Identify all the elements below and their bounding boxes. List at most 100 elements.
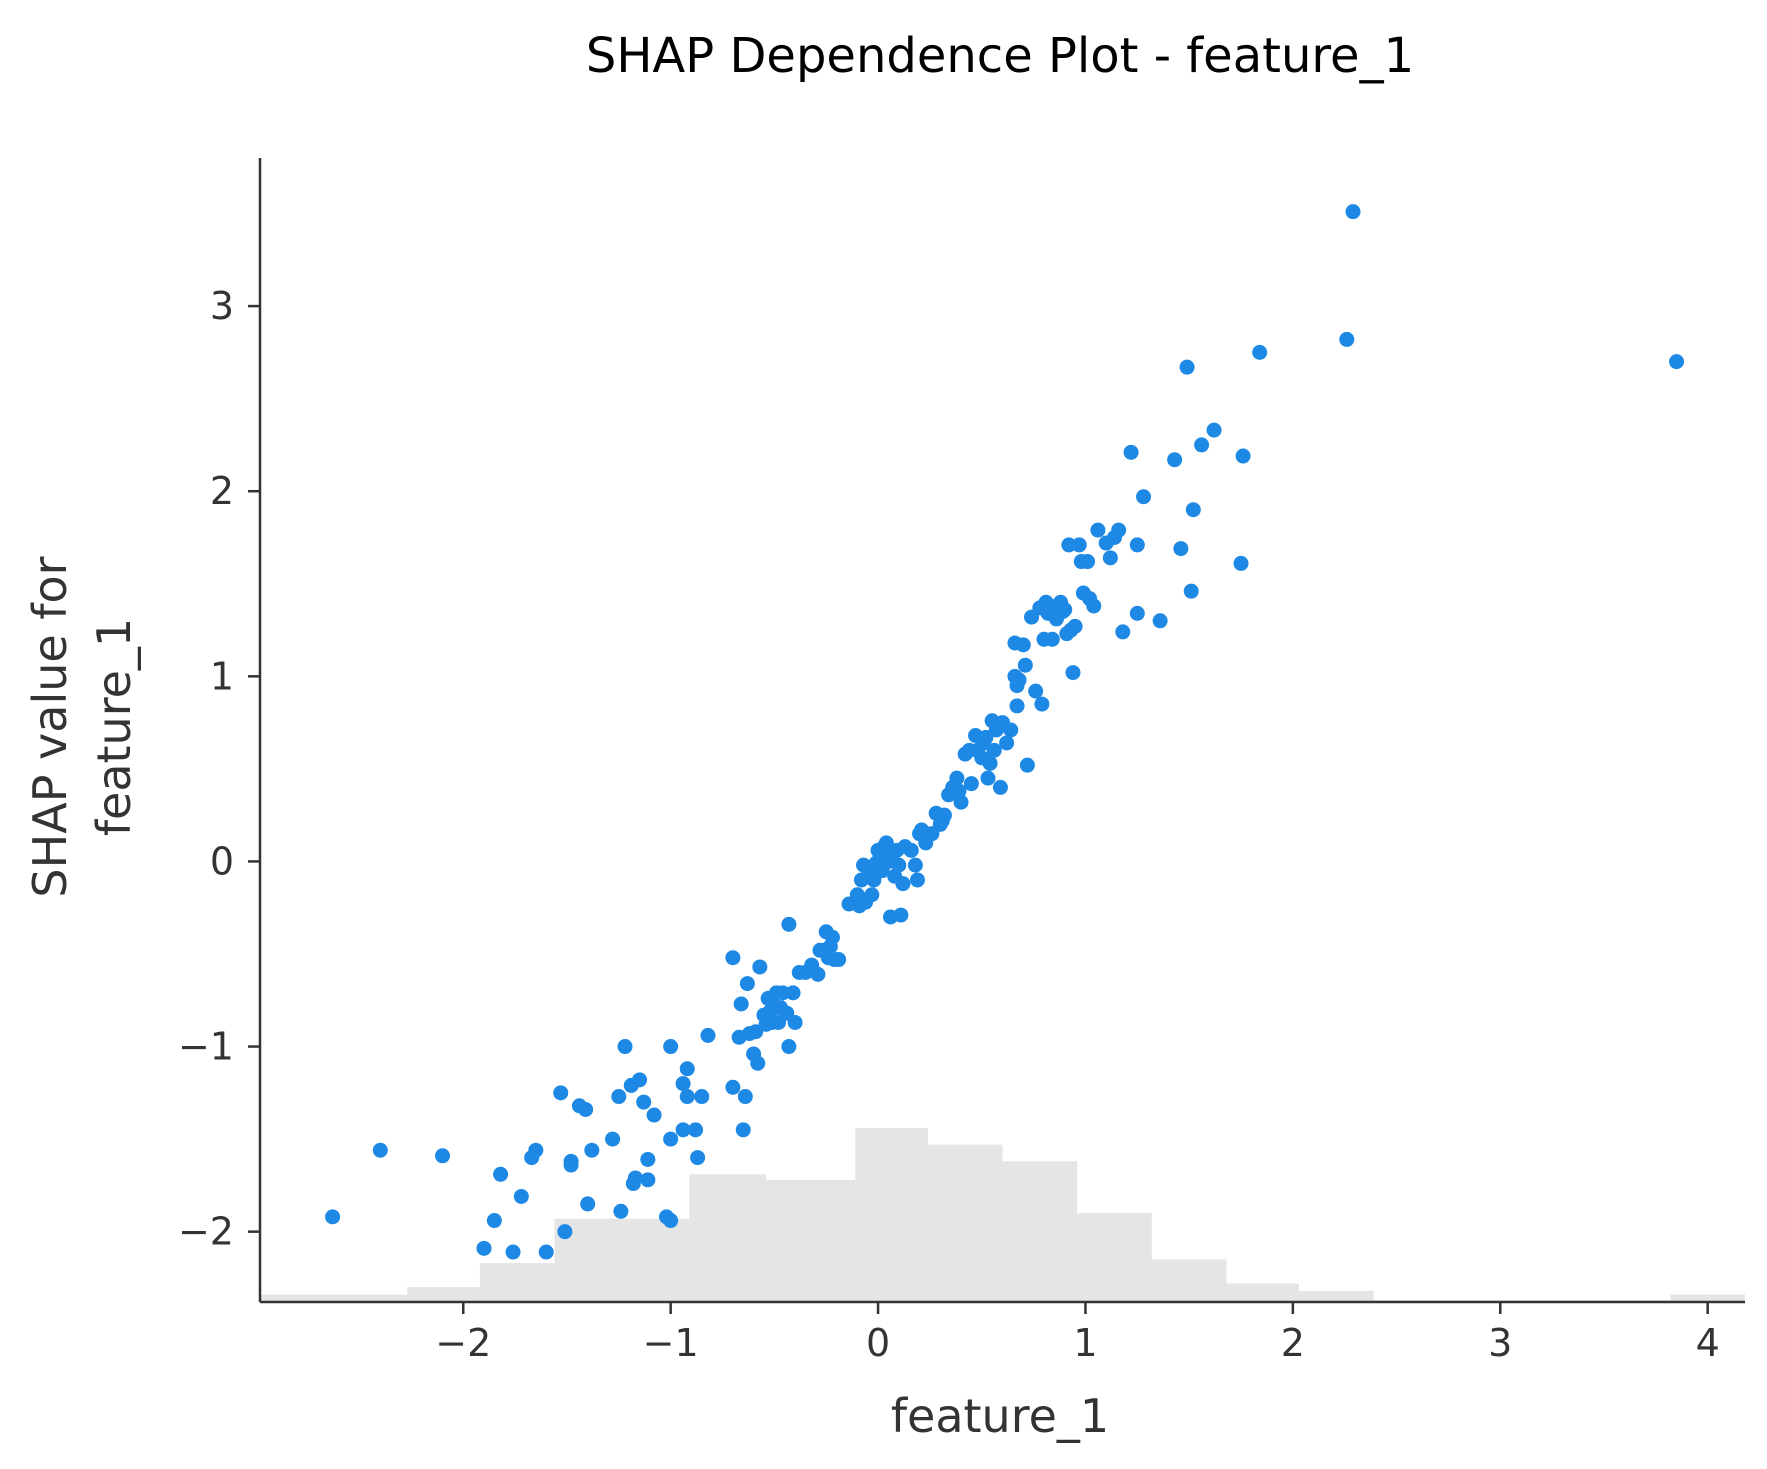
data-point-25 [627, 1170, 643, 1186]
data-point-49 [739, 976, 755, 992]
data-point-189 [1194, 437, 1210, 453]
data-point-122 [951, 783, 967, 799]
data-point-3 [476, 1240, 492, 1256]
data-point-16 [578, 1101, 594, 1117]
data-point-9 [528, 1142, 544, 1158]
data-point-2 [435, 1148, 451, 1164]
data-point-5 [493, 1166, 509, 1182]
data-point-133 [982, 755, 998, 771]
data-point-37 [679, 1061, 695, 1077]
histogram-bar-7 [927, 1144, 1003, 1302]
data-point-104 [893, 907, 909, 923]
data-point-32 [663, 1039, 679, 1055]
data-point-14 [563, 1157, 579, 1173]
histogram-bar-10 [1151, 1259, 1227, 1302]
data-point-192 [1235, 448, 1251, 464]
data-point-165 [1065, 665, 1081, 681]
data-point-157 [1044, 631, 1060, 647]
data-point-6 [505, 1244, 521, 1260]
histogram-bar-12 [1299, 1290, 1374, 1302]
data-point-144 [1009, 698, 1025, 714]
histogram-bar-3 [554, 1218, 690, 1302]
data-point-52 [748, 1024, 764, 1040]
y-axis-ticks: −2 −1 0 1 2 3 [178, 284, 260, 1254]
data-point-33 [663, 1131, 679, 1147]
data-point-126 [963, 776, 979, 792]
data-point-179 [1123, 444, 1139, 460]
data-point-139 [999, 735, 1015, 751]
histogram [260, 1127, 1745, 1302]
data-point-4 [486, 1213, 502, 1229]
data-point-47 [735, 1122, 751, 1138]
x-tick-label-2: 0 [866, 1321, 890, 1365]
histogram-bar-4 [689, 1174, 767, 1302]
data-point-123 [953, 794, 969, 810]
data-point-1 [372, 1142, 388, 1158]
data-point-109 [909, 872, 925, 888]
y-tick-label-4: 2 [210, 469, 234, 513]
data-point-42 [700, 1027, 716, 1043]
data-point-186 [1179, 359, 1195, 375]
histogram-bar-8 [1002, 1161, 1078, 1302]
data-point-73 [810, 966, 826, 982]
data-point-43 [725, 950, 741, 966]
data-point-40 [690, 1150, 706, 1166]
y-tick-label-3: 1 [210, 654, 234, 698]
data-point-180 [1129, 605, 1145, 621]
data-point-11 [553, 1085, 569, 1101]
data-point-30 [646, 1107, 662, 1123]
data-point-195 [1345, 204, 1361, 220]
data-point-44 [725, 1079, 741, 1095]
data-point-178 [1115, 624, 1131, 640]
x-tick-label-3: 1 [1073, 1321, 1097, 1365]
data-point-97 [878, 835, 894, 851]
data-point-79 [824, 929, 840, 945]
data-point-38 [679, 1089, 695, 1105]
histogram-bar-6 [855, 1127, 928, 1302]
data-point-188 [1185, 502, 1201, 518]
data-point-140 [1003, 722, 1019, 738]
data-point-161 [1057, 602, 1073, 618]
data-point-152 [1034, 696, 1050, 712]
chart-title: SHAP Dependence Plot - feature_1 [586, 28, 1414, 84]
data-point-184 [1167, 452, 1183, 468]
data-point-147 [1017, 657, 1033, 673]
data-point-67 [781, 1039, 797, 1055]
x-tick-label-0: −2 [435, 1321, 491, 1365]
data-point-193 [1252, 344, 1268, 360]
data-point-66 [781, 916, 797, 932]
data-point-175 [1102, 550, 1118, 566]
y-tick-label-5: 3 [210, 284, 234, 328]
data-point-177 [1111, 522, 1127, 538]
data-point-105 [895, 876, 911, 892]
data-point-191 [1233, 555, 1249, 571]
data-point-81 [831, 952, 847, 968]
data-point-196 [1669, 354, 1685, 370]
data-point-172 [1086, 598, 1102, 614]
data-point-26 [632, 1072, 648, 1088]
x-tick-label-4: 2 [1281, 1321, 1305, 1365]
data-point-103 [891, 857, 907, 873]
data-point-166 [1067, 618, 1083, 634]
x-tick-label-5: 3 [1488, 1321, 1512, 1365]
histogram-bar-11 [1226, 1283, 1300, 1302]
data-point-68 [785, 985, 801, 1001]
histogram-bar-14 [1670, 1294, 1745, 1302]
data-point-108 [907, 857, 923, 873]
data-point-194 [1339, 331, 1355, 347]
data-point-181 [1129, 537, 1145, 553]
data-point-39 [688, 1122, 704, 1138]
data-point-107 [903, 842, 919, 858]
data-point-28 [640, 1151, 656, 1167]
x-tick-label-1: −1 [643, 1321, 699, 1365]
data-point-145 [1011, 672, 1027, 688]
y-axis-label-line-2: feature_1 [87, 618, 141, 836]
x-axis-label: feature_1 [891, 1389, 1109, 1443]
data-point-35 [675, 1076, 691, 1092]
data-point-19 [605, 1131, 621, 1147]
data-point-185 [1173, 541, 1189, 557]
data-point-183 [1152, 613, 1168, 629]
data-point-135 [986, 742, 1002, 758]
data-point-146 [1015, 637, 1031, 653]
